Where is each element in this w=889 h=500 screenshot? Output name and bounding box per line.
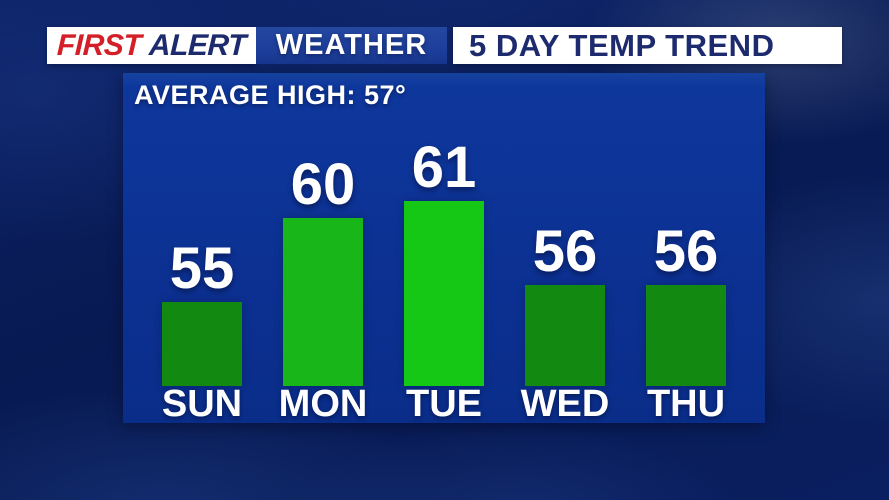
- bar-group-sun: 55 SUN: [161, 235, 243, 425]
- temp-bar: [525, 285, 605, 386]
- bar-value-label: 60: [290, 151, 356, 217]
- bar-group-mon: 60 MON: [279, 151, 368, 423]
- bar-group-wed: 56 WED: [521, 218, 610, 423]
- day-label: TUE: [406, 383, 482, 425]
- bar-value-label: 55: [169, 235, 235, 301]
- brand-first-label: FIRST: [56, 28, 143, 62]
- header-bar: FIRST ALERT WEATHER 5 DAY TEMP TREND: [0, 27, 889, 64]
- temp-bar: [646, 285, 726, 386]
- chart-title-box: 5 DAY TEMP TREND: [453, 27, 842, 64]
- temp-bar: [162, 302, 242, 386]
- day-label: WED: [520, 383, 610, 425]
- bar-value-label: 56: [532, 218, 598, 284]
- first-alert-logo: FIRST ALERT: [47, 27, 256, 64]
- day-label: MON: [278, 383, 368, 425]
- bar-chart: 55 SUN 60 MON 61 TUE 56 WED 56 THU: [123, 134, 765, 425]
- chart-title: 5 DAY TEMP TREND: [469, 28, 775, 63]
- temp-bar: [283, 218, 363, 386]
- temp-bar: [404, 201, 484, 386]
- day-label: SUN: [161, 383, 243, 425]
- brand-alert-label: ALERT: [148, 28, 247, 62]
- bar-value-label: 61: [411, 134, 477, 200]
- chart-panel: AVERAGE HIGH: 57° 55 SUN 60 MON 61 TUE 56 WED 56…: [123, 73, 765, 423]
- day-label: THU: [646, 383, 726, 425]
- weather-band: WEATHER: [256, 27, 447, 64]
- bar-value-label: 56: [653, 218, 719, 284]
- bar-group-tue: 61 TUE: [404, 134, 484, 425]
- weather-label: WEATHER: [275, 29, 428, 61]
- average-high-annotation: AVERAGE HIGH: 57°: [134, 80, 407, 110]
- bar-group-thu: 56 THU: [646, 218, 726, 425]
